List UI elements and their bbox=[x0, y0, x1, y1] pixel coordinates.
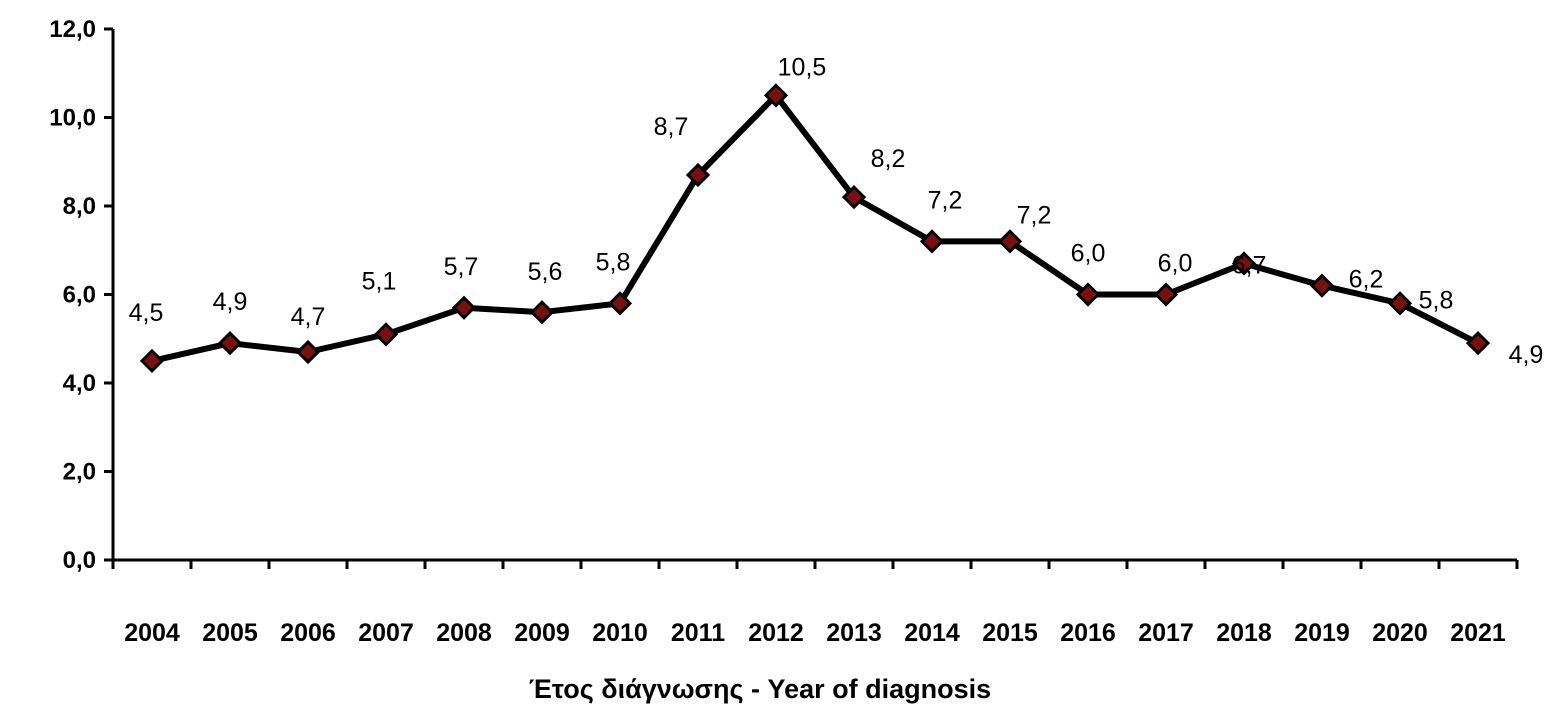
data-point-marker bbox=[139, 348, 165, 373]
x-tick-label: 2015 bbox=[982, 619, 1038, 647]
x-axis-ticks: 2004 2005 2006 2007 2008 2009 2010 2011 2012 2013… bbox=[111, 560, 1519, 647]
data-label: 4,5 bbox=[129, 299, 164, 327]
x-tick-label: 2012 bbox=[748, 619, 804, 647]
x-tick-label: 2019 bbox=[1294, 619, 1350, 647]
data-point-marker bbox=[841, 185, 867, 210]
data-label: 5,8 bbox=[596, 248, 631, 276]
x-tick-label: 2008 bbox=[436, 619, 492, 647]
data-label: 4,7 bbox=[291, 303, 326, 331]
y-tick-label: 4,0 bbox=[63, 370, 96, 397]
data-point-marker bbox=[685, 162, 711, 188]
data-label: 6,0 bbox=[1158, 250, 1193, 278]
data-label: 6,7 bbox=[1232, 252, 1267, 280]
x-tick-label: 2009 bbox=[514, 619, 570, 647]
data-label: 4,9 bbox=[213, 288, 248, 316]
data-point-marker bbox=[763, 83, 789, 108]
data-point-marker bbox=[1465, 331, 1491, 356]
x-tick-label: 2021 bbox=[1450, 619, 1506, 647]
x-tick-label: 2013 bbox=[826, 619, 882, 647]
x-tick-label: 2011 bbox=[671, 619, 725, 647]
x-tick-label: 2005 bbox=[202, 619, 258, 647]
y-tick-label: 8,0 bbox=[63, 193, 96, 220]
data-point-marker bbox=[997, 229, 1023, 254]
data-label: 6,0 bbox=[1071, 240, 1106, 268]
y-tick-label: 6,0 bbox=[63, 282, 96, 309]
x-tick-label: 2016 bbox=[1060, 619, 1116, 647]
data-label: 5,1 bbox=[362, 267, 397, 295]
data-label: 5,6 bbox=[528, 258, 563, 286]
x-tick-label: 2004 bbox=[124, 619, 180, 647]
data-labels: 4,5 4,9 4,7 5,1 5,7 5,6 5,8 8,7 10,5 8,2 7,2 7,2 6,0… bbox=[129, 53, 1544, 369]
y-tick-label: 12,0 bbox=[49, 16, 96, 43]
data-point-marker bbox=[1075, 282, 1101, 307]
data-point-marker bbox=[1309, 273, 1335, 298]
x-tick-label: 2014 bbox=[904, 619, 960, 647]
x-tick-label: 2010 bbox=[592, 619, 648, 647]
data-point-marker bbox=[919, 229, 945, 254]
data-label: 5,8 bbox=[1419, 286, 1454, 314]
data-point-marker bbox=[295, 339, 321, 365]
data-label: 5,7 bbox=[444, 253, 479, 281]
y-axis-ticks: 0,0 2,0 4,0 6,0 8,0 10,0 12,0 bbox=[49, 16, 113, 574]
y-tick-label: 10,0 bbox=[49, 105, 96, 132]
y-tick-label: 0,0 bbox=[63, 547, 96, 574]
data-label: 7,2 bbox=[1017, 201, 1052, 229]
data-point-marker bbox=[1387, 291, 1413, 316]
data-label: 8,7 bbox=[654, 113, 689, 141]
y-tick-label: 2,0 bbox=[63, 459, 96, 486]
x-tick-label: 2006 bbox=[280, 619, 336, 647]
data-point-marker bbox=[1153, 282, 1179, 307]
data-label: 6,2 bbox=[1349, 266, 1384, 294]
data-label: 8,2 bbox=[871, 145, 906, 173]
data-point-marker bbox=[529, 300, 555, 325]
data-label: 10,5 bbox=[778, 53, 827, 81]
data-point-marker bbox=[373, 322, 399, 347]
x-tick-label: 2017 bbox=[1138, 619, 1194, 647]
data-point-marker bbox=[217, 331, 243, 356]
data-point-marker bbox=[451, 295, 477, 320]
series-line bbox=[151, 92, 1480, 364]
axes bbox=[111, 29, 1517, 562]
x-tick-label: 2020 bbox=[1372, 619, 1428, 647]
x-axis-title: Έτος διάγνωσης - Year of diagnosis bbox=[529, 674, 991, 704]
data-label: 7,2 bbox=[928, 186, 963, 214]
data-point-marker bbox=[1231, 251, 1257, 276]
series-group bbox=[139, 83, 1491, 373]
x-tick-label: 2018 bbox=[1216, 619, 1272, 647]
x-tick-label: 2007 bbox=[358, 619, 414, 647]
data-label: 4,9 bbox=[1509, 341, 1544, 369]
data-point-marker bbox=[607, 291, 633, 316]
